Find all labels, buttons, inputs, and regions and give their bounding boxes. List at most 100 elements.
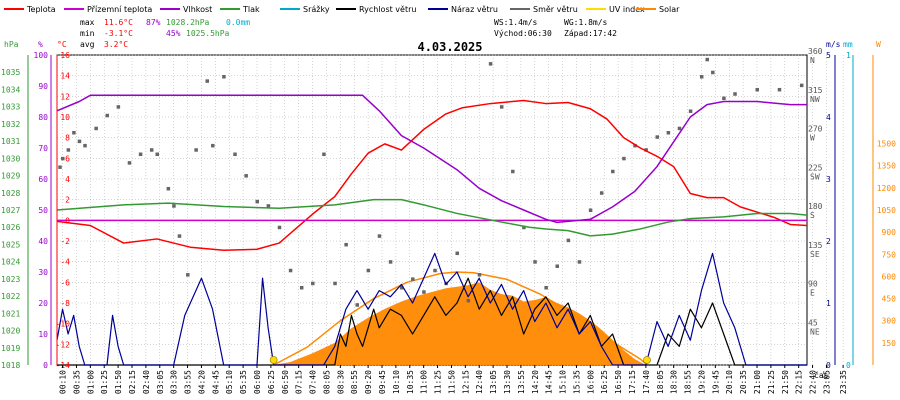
tick-temperature-8: 2	[65, 196, 70, 205]
x-tick-label-13: 05:35	[239, 370, 248, 394]
wind-direction-point-61	[677, 126, 682, 131]
tick-direction-name-3: SE	[810, 250, 820, 259]
tick-direction-7: 315	[808, 86, 823, 95]
tick-solar-2: 450	[882, 295, 897, 304]
x-tick-label-32: 13:30	[503, 370, 512, 394]
legend-label-2: Vlhkost	[183, 5, 212, 14]
tick-humidity-7: 70	[38, 144, 48, 153]
chart-title: 4.03.2025	[417, 40, 482, 54]
wind-direction-point-18	[205, 79, 209, 83]
x-tick-label-55: 23:05	[822, 370, 831, 394]
series-line-rychlost-v-tru	[57, 277, 807, 366]
wind-direction-point-27	[299, 286, 304, 290]
wind-direction-point-53	[588, 208, 593, 212]
series-lines	[56, 94, 808, 366]
stat-min-hum: 45%	[166, 29, 181, 38]
wind-direction-point-66	[722, 96, 726, 101]
wind-direction-point-16	[186, 273, 190, 277]
tick-pressure-15: 1033	[1, 103, 20, 112]
wind-direction-point-62	[688, 109, 693, 113]
wind-direction-point-59	[655, 135, 659, 139]
wind-direction-point-7	[105, 113, 109, 118]
legend-label-5: Rychlost větru	[359, 5, 416, 14]
wind-direction-point-35	[388, 260, 393, 264]
wind-direction-point-8	[116, 105, 121, 109]
wind-direction-point-44	[488, 62, 493, 66]
tick-pressure-16: 1034	[1, 85, 20, 94]
tick-direction-name-1: NE	[810, 327, 820, 336]
legend: Teplota Přízemní teplota Vlhkost Tlak Srážky…	[4, 5, 680, 14]
wind-direction-point-63	[699, 75, 704, 79]
tick-pressure-13: 1031	[1, 137, 20, 146]
wind-direction-point-25	[277, 225, 282, 230]
wind-direction-point-5	[83, 143, 87, 148]
x-tick-label-25: 10:35	[406, 370, 415, 394]
x-tick-label-31: 13:05	[489, 370, 498, 394]
wind-direction-point-64	[705, 57, 709, 62]
tick-solar-4: 750	[882, 250, 897, 259]
tick-humidity-3: 30	[38, 268, 48, 277]
x-tick-label-9: 03:55	[184, 370, 193, 394]
axis-label-wind: m/s	[826, 40, 841, 49]
tick-direction-name-6: W	[810, 134, 815, 143]
tick-pressure-6: 1024	[1, 258, 20, 267]
wind-direction-point-50	[555, 264, 559, 268]
x-tick-label-23: 09:45	[378, 370, 387, 394]
wind-direction-point-54	[599, 191, 604, 195]
x-tick-label-22: 09:20	[364, 370, 373, 394]
tick-direction-8: 360	[808, 47, 823, 56]
wind-direction-point-22	[244, 174, 248, 178]
x-tick-label-45: 18:55	[684, 370, 693, 394]
x-tick-label-33: 13:55	[517, 370, 526, 394]
tick-pressure-11: 1029	[1, 172, 20, 181]
x-tick-label-19: 08:05	[322, 370, 331, 394]
x-tick-label-5: 02:15	[128, 370, 137, 394]
tick-pressure-1: 1019	[1, 344, 20, 353]
x-axis-unit-label: čas	[814, 370, 829, 380]
x-tick-label-47: 19:45	[711, 370, 720, 394]
uv-marker-1	[643, 356, 651, 364]
stat-sunrise: Východ:06:30	[494, 29, 552, 38]
x-tick-label-39: 16:25	[600, 370, 609, 394]
wind-direction-points	[58, 57, 804, 307]
x-axis: 00:10 00:35 01:00 01:25 01:50 02:15 02:40 03:05…	[59, 365, 848, 394]
x-tick-label-11: 04:45	[211, 370, 220, 394]
wind-direction-point-29	[322, 152, 326, 157]
tick-humidity-2: 20	[38, 299, 48, 308]
wind-direction-point-65	[711, 70, 715, 75]
tick-direction-name-5: SW	[810, 172, 820, 181]
uv-markers	[269, 356, 651, 364]
tick-temperature-14: 14	[60, 72, 70, 81]
legend-label-7: Směr větru	[533, 5, 578, 14]
wind-direction-point-31	[344, 242, 348, 247]
legend-label-0: Teplota	[26, 5, 56, 14]
wind-direction-point-46	[511, 169, 515, 174]
wind-direction-point-58	[644, 148, 648, 152]
wind-direction-point-20	[222, 75, 226, 79]
x-tick-label-12: 05:10	[225, 370, 234, 394]
tick-temperature-2: -10	[56, 320, 71, 329]
tick-temperature-10: 6	[65, 154, 70, 163]
tick-pressure-12: 1030	[1, 154, 20, 163]
x-tick-label-3: 01:25	[100, 370, 109, 394]
x-tick-label-54: 22:40	[809, 370, 818, 394]
wind-direction-point-21	[233, 152, 237, 157]
x-tick-label-41: 17:15	[628, 370, 637, 394]
x-tick-label-46: 19:20	[697, 370, 706, 394]
stat-max-temp: 11.6°C	[104, 18, 133, 27]
wind-direction-point-4	[77, 139, 82, 144]
wind-direction-point-36	[399, 286, 404, 290]
wind-direction-point-12	[155, 152, 159, 157]
wind-direction-point-9	[127, 161, 132, 165]
x-tick-label-30: 12:40	[475, 370, 484, 394]
tick-solar-9: 1500	[877, 140, 896, 149]
tick-temperature-11: 8	[65, 134, 70, 143]
axis-label-pressure: hPa	[4, 40, 19, 49]
x-tick-label-35: 14:45	[545, 370, 554, 394]
x-tick-label-29: 12:15	[461, 370, 470, 394]
x-tick-label-28: 11:50	[447, 370, 456, 394]
legend-label-8: UV index	[609, 5, 645, 14]
axis-label-humidity: %	[38, 40, 43, 49]
x-tick-label-6: 02:40	[142, 370, 151, 394]
wind-direction-point-1	[61, 156, 65, 161]
